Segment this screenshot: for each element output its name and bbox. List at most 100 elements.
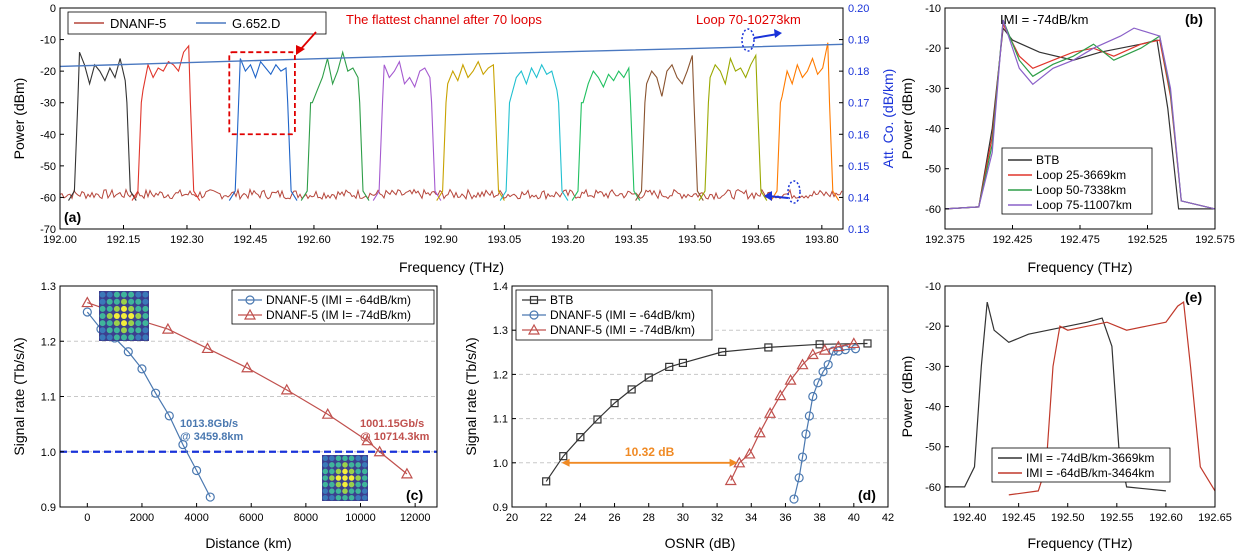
y-tick-label: -30 [40,98,56,110]
mode-field-spot [99,334,106,341]
mode-field-spot [361,455,368,462]
mode-field-spot [128,313,135,319]
y-tick-label: 1.0 [41,447,56,459]
mode-field-spot [335,494,342,501]
mode-field-spot [329,455,335,462]
mode-field-spot [355,481,361,488]
x-tick-label: 192.45 [234,234,268,246]
mode-field-spot [99,291,106,298]
x-tick-label: 192.65 [1198,512,1232,524]
x-tick-label: 192.40 [953,512,987,524]
mode-field-spot [335,462,342,468]
y-tick-label: -40 [40,129,56,141]
data-point [774,389,787,401]
data-point [241,361,254,373]
data-point [850,344,861,354]
arrow-head [296,45,305,55]
series-line [730,342,854,481]
mode-field-spot [99,327,106,334]
data-point [576,433,585,442]
data-point [542,477,551,486]
data-point [201,342,214,354]
legend-entry: Loop 25-3669km [1036,168,1126,182]
mode-field-spot [342,488,348,494]
x-tick-label: 36 [779,512,791,524]
x-tick-label: 2000 [130,512,154,524]
x-tick-label: 192.90 [424,234,458,246]
plot-frame [59,7,844,230]
y-tick-label: -30 [925,83,941,95]
channel-spectrum [300,50,370,201]
x-tick-label: 192.425 [993,234,1033,246]
annotation-red: 1001.15Gb/s [360,418,424,430]
channel-spectrum [770,42,840,201]
y-tick-label: -50 [925,164,941,176]
mode-field-spot [335,481,342,488]
y-axis-label: Power (dBm) [11,78,27,160]
x-tick-label: 42 [882,512,894,524]
arrow-head [764,191,772,201]
dnanf-noise-line [59,187,843,201]
y-tick-label: 1.1 [41,392,56,404]
data-point [245,295,255,305]
mode-field-spot [99,305,106,312]
x-tick-label: 192.60 [1149,512,1183,524]
axis-indicator-arrow [753,33,779,39]
y-axis-label: Power (dBm) [899,78,915,160]
mode-field-spot [329,475,335,481]
panel-b: 192.375 192.425 192.475 192.525 192.575 -10 -2… [899,3,1235,275]
legend-entry: Loop 50-7338km [1036,183,1126,197]
channel-spectrum [499,63,569,201]
mode-field-spot [355,494,361,501]
mode-field-spot [342,468,348,475]
mode-field-spot [342,462,348,468]
x-tick-label: 192.45 [1002,512,1036,524]
y-axis-label: Signal rate (Tb/s/λ) [463,337,479,455]
data-point [151,388,161,398]
legend-entry: BTB [1036,153,1059,167]
y-tick-label: -40 [925,402,941,414]
panel-label: (a) [64,209,81,225]
legend-entry: IMI = -64dB/km-3464km [1026,466,1154,480]
data-point [280,383,293,395]
y-tick-label: -40 [925,124,941,136]
x-tick-label: 10000 [345,512,376,524]
y-axis-label: Signal rate (Tb/s/λ) [11,337,27,455]
data-point [400,467,413,479]
data-point [724,474,737,486]
mode-field-spot [348,494,355,501]
mode-field-spot [113,305,120,312]
mode-field-spot [142,291,149,298]
annotation-loop: Loop 70-10273km [696,12,801,27]
mode-field-spot [322,488,329,494]
channel-spectrum [571,65,641,201]
mode-field-spot [142,298,149,305]
y-tick-label: 0.9 [41,502,56,514]
y2-tick-label: 0.18 [848,66,869,78]
mode-field-spot [106,291,113,298]
data-point [627,385,636,394]
channel-spectrum [131,44,201,201]
x-tick-label: 22 [540,512,552,524]
data-point [243,308,257,320]
legend-entry: DNANF-5 [110,16,166,31]
legend-box [515,289,713,341]
mode-field-spot [135,334,142,341]
panel-label: (b) [1185,11,1203,27]
series-line [944,19,1216,210]
y-tick-label: -20 [925,321,941,333]
mode-field-spot [342,481,348,488]
x-tick-label: 40 [848,512,860,524]
y-tick-label: -20 [40,66,56,78]
channel-spectrum [436,60,505,201]
mode-field-spot [106,320,113,327]
y-tick-label: -50 [40,161,56,173]
y-tick-label: 1.2 [41,336,56,348]
x-tick-label: 24 [574,512,586,524]
data-point [832,340,845,352]
y2-tick-label: 0.15 [848,161,869,173]
mode-field-spot [322,475,329,481]
mode-field-spot [335,488,342,494]
mode-field-spot [329,462,335,468]
